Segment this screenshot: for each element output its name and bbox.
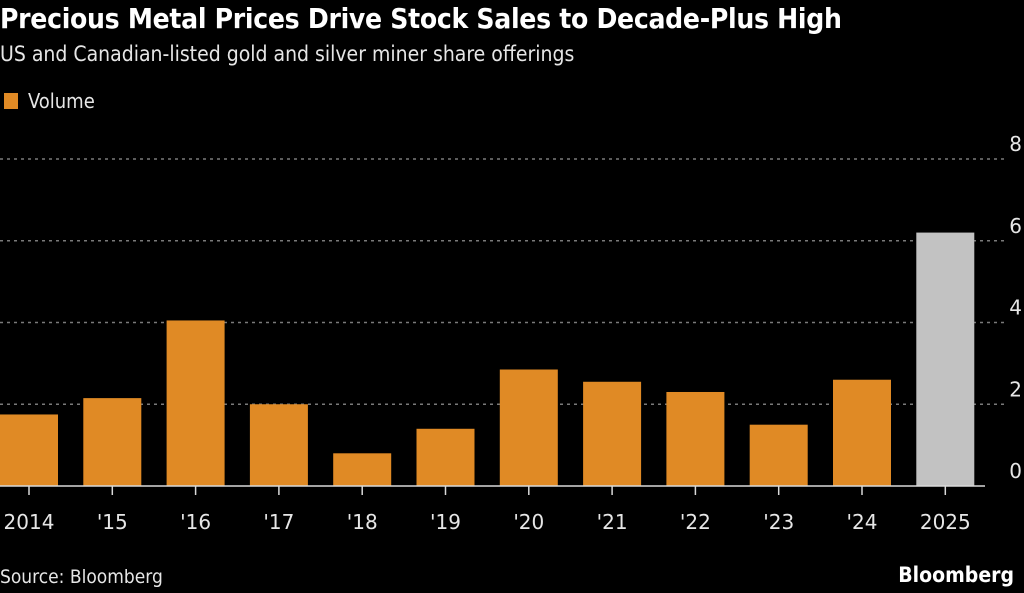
bar-7	[583, 381, 642, 486]
x-tick-label: '22	[680, 510, 711, 534]
x-tick-label: '23	[763, 510, 794, 534]
bar-0	[0, 414, 58, 486]
x-tick-label: '21	[597, 510, 628, 534]
x-tick-label: '17	[263, 510, 294, 534]
bar-2	[166, 320, 225, 486]
y-tick-label: 4	[1009, 296, 1022, 320]
legend: Volume	[4, 89, 95, 113]
source-note: Source: Bloomberg	[0, 566, 163, 588]
y-tick-label: 8	[1009, 132, 1022, 156]
x-tick-label: '19	[430, 510, 461, 534]
x-tick-label: '18	[347, 510, 378, 534]
legend-label-volume: Volume	[28, 89, 95, 113]
y-tick-label: 0	[1009, 459, 1022, 483]
x-tick-label: 2025	[920, 510, 971, 534]
x-tick-label: '15	[97, 510, 128, 534]
x-tick-label: '16	[180, 510, 211, 534]
bar-3	[249, 404, 308, 486]
bar-6	[499, 369, 558, 486]
x-tick-label: '20	[513, 510, 544, 534]
y-tick-label: 2	[1009, 377, 1022, 401]
bar-5	[416, 428, 475, 486]
bar-9	[749, 424, 808, 486]
bar-4	[333, 453, 392, 486]
bar-1	[83, 398, 142, 486]
bar-11	[916, 232, 975, 486]
bar-10	[833, 379, 891, 486]
chart-title: Precious Metal Prices Drive Stock Sales …	[0, 2, 842, 35]
y-tick-label: 6	[1009, 214, 1022, 238]
bloomberg-logo: Bloomberg	[898, 563, 1014, 587]
legend-swatch-volume	[4, 93, 18, 109]
bar-8	[666, 391, 725, 486]
x-tick-label: '24	[847, 510, 878, 534]
x-tick-label: 2014	[4, 510, 55, 534]
chart-subtitle: US and Canadian-listed gold and silver m…	[0, 42, 575, 66]
